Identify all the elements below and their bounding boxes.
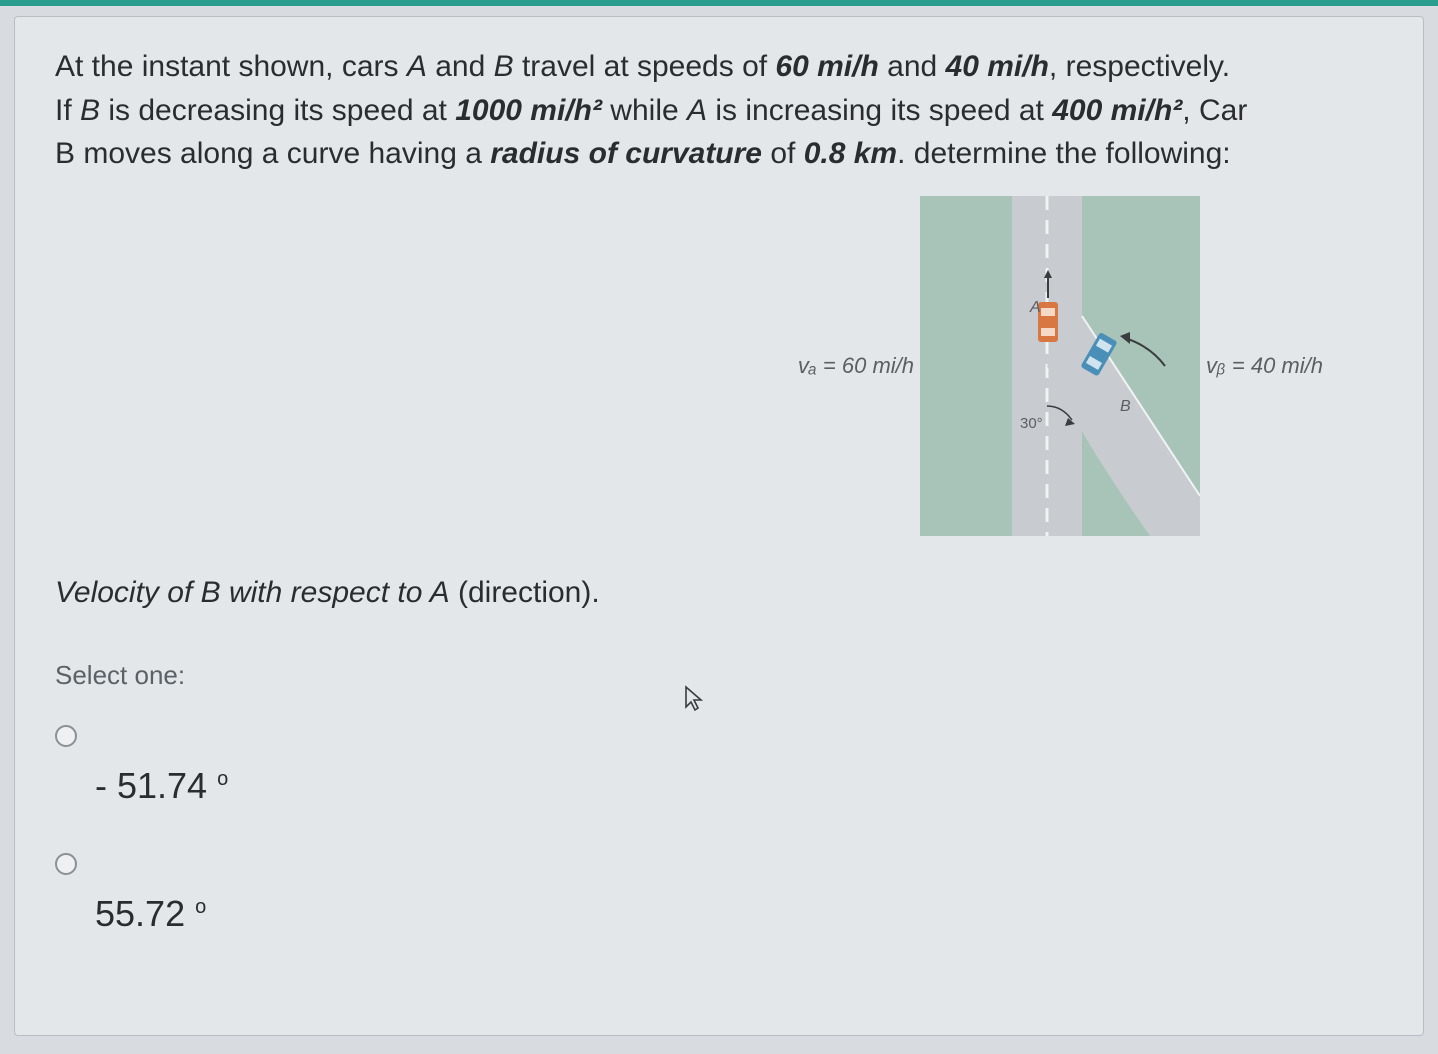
text: and [879,50,946,83]
cursor-icon [683,685,707,713]
option-1-text: - 51.74 o [95,765,1383,807]
text: - 51.74 [95,765,217,806]
text: At the instant shown, cars [55,50,407,83]
option-2-text: 55.72 o [95,893,1383,935]
text: is increasing its [707,94,920,127]
text: . determine the following: [897,137,1231,170]
b-ref: B [201,576,221,609]
degree-symbol: o [195,896,206,918]
select-one-label: Select one: [55,660,1383,691]
sub-question: Velocity of B with respect to A (directi… [55,576,1383,610]
accel-a: 400 mi/h² [1052,94,1182,127]
radius-label: radius of curvature [490,137,762,170]
va-label: vₐ = 60 mi/h [798,353,914,379]
text: and [427,50,494,83]
svg-text:A: A [1029,299,1041,316]
question-stem: At the instant shown, cars A and B trave… [55,45,1255,176]
car-b-ref: B [494,50,514,83]
svg-text:30°: 30° [1020,415,1043,432]
question-card: At the instant shown, cars A and B trave… [14,16,1424,1036]
text: , [1049,50,1057,83]
radio-icon[interactable] [55,725,77,747]
radio-icon[interactable] [55,853,77,875]
option-2[interactable] [55,847,1383,875]
text: while [602,94,687,127]
text: (direction). [450,576,600,609]
svg-text:B: B [1120,398,1131,415]
a-ref: A [430,576,450,609]
degree-symbol: o [217,768,228,790]
text: Velocity of [55,576,201,609]
figure-container: vₐ = 60 mi/h [55,196,1383,536]
car-a-ref: A [687,94,707,127]
decel-b: 1000 mi/h² [455,94,602,127]
top-accent-bar [0,0,1438,6]
text: is decreasing its speed at [100,94,455,127]
radius-value: 0.8 km [804,137,897,170]
speed-b: 40 mi/h [946,50,1049,83]
speed-a: 60 mi/h [775,50,878,83]
text: travel at speeds of [514,50,776,83]
text: of [770,137,803,170]
text: with respect to [221,576,430,609]
option-1[interactable] [55,719,1383,747]
text: 55.72 [95,893,195,934]
text: speed at [929,94,1052,127]
car-a-ref: A [407,50,427,83]
figure-wrap: vₐ = 60 mi/h [798,196,1323,536]
car-b-ref: B [80,94,100,127]
road-diagram: A B 30° [920,196,1200,536]
vb-label: vᵦ = 40 mi/h [1206,353,1323,379]
